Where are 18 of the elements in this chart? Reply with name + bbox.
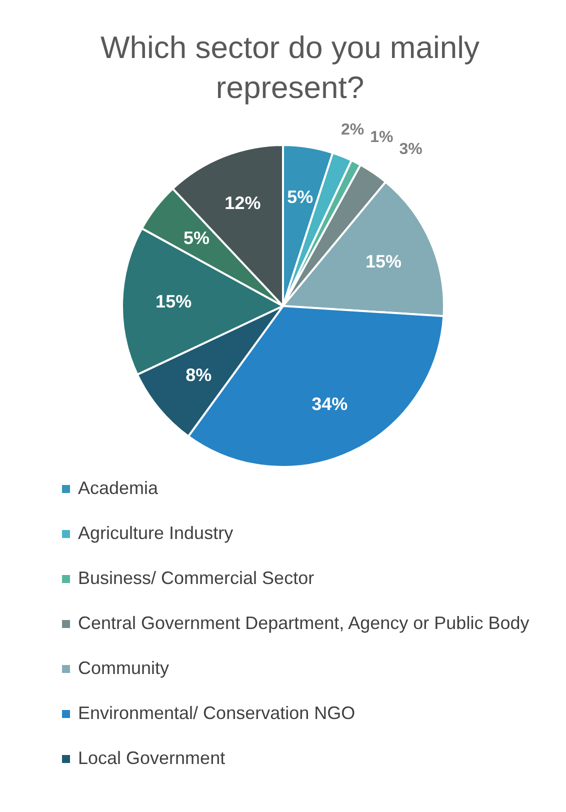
data-label: 3% <box>399 141 422 158</box>
legend-label: Academia <box>78 478 158 499</box>
data-label: 34% <box>312 394 348 414</box>
data-label: 8% <box>186 364 212 385</box>
data-label: 5% <box>287 186 314 207</box>
data-label: 5% <box>183 228 210 248</box>
legend-label: Community <box>78 658 170 679</box>
legend-label: Central Government Department, Agency or Public Body <box>78 613 530 634</box>
legend-label: Agriculture Industry <box>78 523 234 544</box>
chart-title: Which sector do you mainly represent? <box>100 29 480 107</box>
data-label: 12% <box>224 193 261 214</box>
data-label: 1% <box>370 129 394 146</box>
data-label: 15% <box>365 251 402 272</box>
data-label: 15% <box>156 292 192 312</box>
legend-label: Environmental/ Conservation NGO <box>78 703 356 724</box>
legend-label: Local Government <box>78 748 226 769</box>
legend-label: Business/ Commercial Sector <box>78 568 314 589</box>
data-label: 2% <box>341 122 364 139</box>
